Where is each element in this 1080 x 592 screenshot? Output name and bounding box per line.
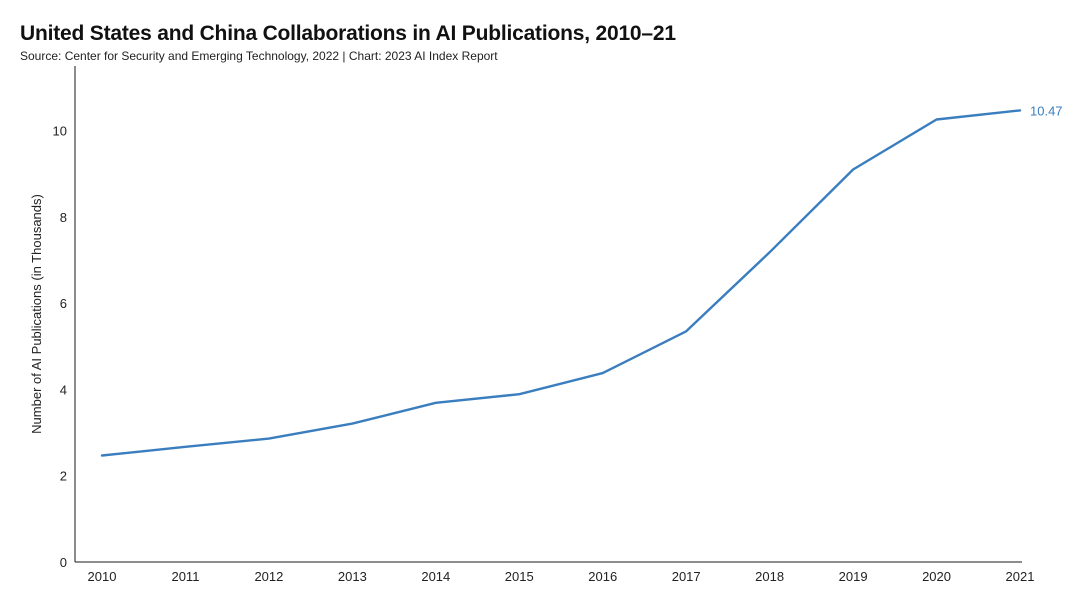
y-tick-label: 6 bbox=[60, 296, 67, 311]
y-axis-label: Number of AI Publications (in Thousands) bbox=[29, 194, 44, 434]
y-tick-label: 8 bbox=[60, 210, 67, 225]
x-tick-label: 2014 bbox=[421, 569, 450, 584]
x-tick-label: 2013 bbox=[338, 569, 367, 584]
y-tick-label: 10 bbox=[53, 124, 67, 139]
x-axis: 2010 2011 2012 2013 2014 2015 2016 2017 2018 2019… bbox=[75, 561, 1035, 584]
y-tick-label: 0 bbox=[60, 555, 67, 570]
y-tick-label: 4 bbox=[60, 382, 67, 397]
chart-subtitle: Source: Center for Security and Emerging… bbox=[20, 49, 498, 63]
x-tick-label: 2012 bbox=[254, 569, 283, 584]
x-tick-label: 2018 bbox=[755, 569, 784, 584]
x-tick-label: 2017 bbox=[672, 569, 701, 584]
y-tick-labels: 0 2 4 6 8 10 bbox=[53, 124, 67, 570]
y-axis: 0 2 4 6 8 10 bbox=[53, 66, 76, 570]
y-tick-label: 2 bbox=[60, 469, 67, 484]
x-tick-label: 2020 bbox=[922, 569, 951, 584]
end-value-label: 10.47 bbox=[1030, 103, 1063, 118]
x-tick-label: 2015 bbox=[505, 569, 534, 584]
x-tick-label: 2021 bbox=[1006, 569, 1035, 584]
x-tick-label: 2019 bbox=[839, 569, 868, 584]
series-line bbox=[100, 109, 1022, 457]
plot-area: 10.47 bbox=[100, 103, 1063, 457]
x-tick-label: 2011 bbox=[171, 569, 199, 584]
chart-title: United States and China Collaborations i… bbox=[20, 22, 676, 45]
x-tick-labels: 2010 2011 2012 2013 2014 2015 2016 2017 2018 2019… bbox=[88, 569, 1035, 584]
x-tick-label: 2016 bbox=[588, 569, 617, 584]
x-tick-label: 2010 bbox=[88, 569, 117, 584]
